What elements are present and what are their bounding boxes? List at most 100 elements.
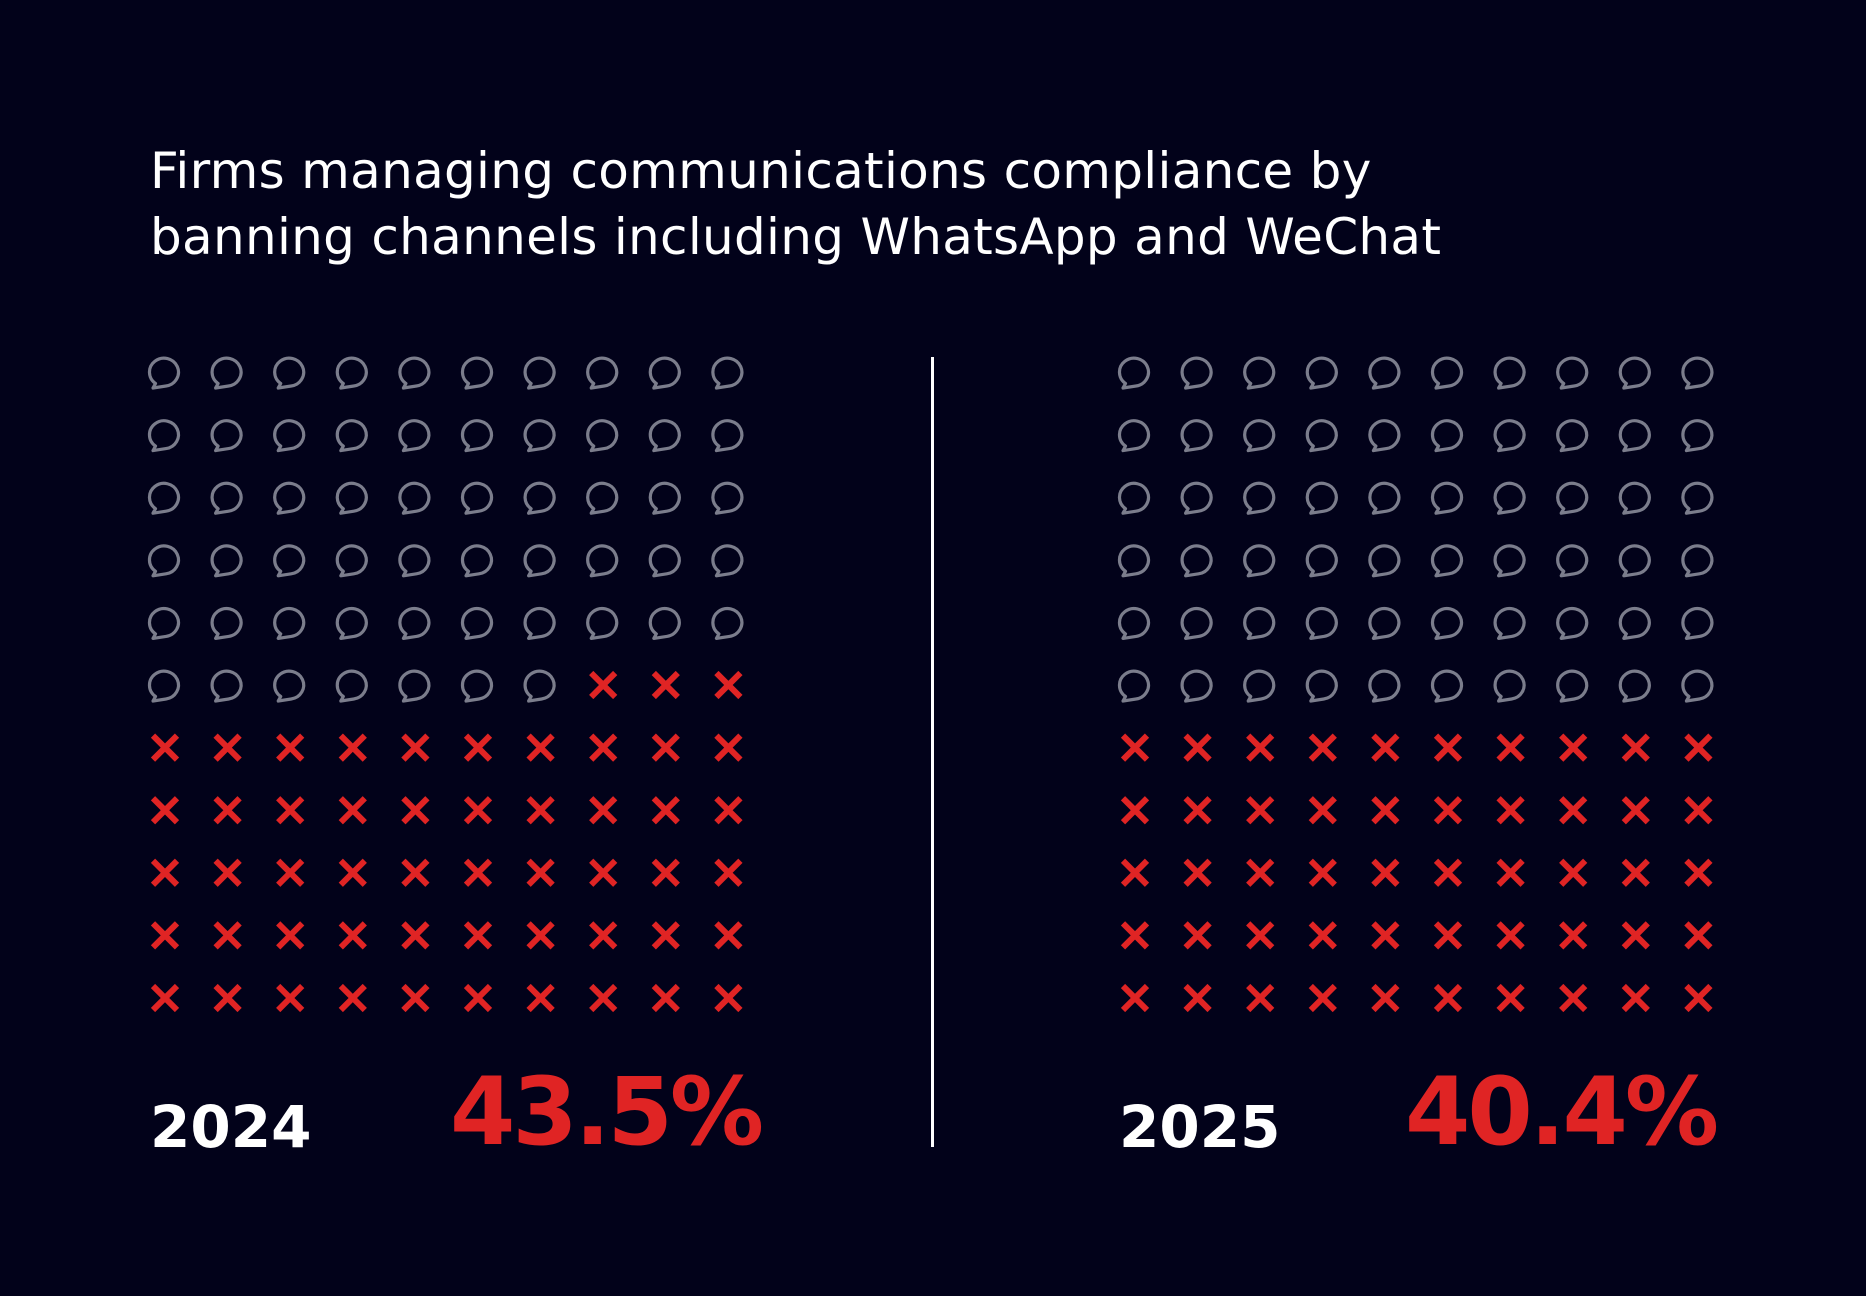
speech-bubble-icon <box>648 356 681 390</box>
cross-icon <box>1496 858 1525 887</box>
cross-icon <box>714 921 743 950</box>
cross-icon <box>463 858 493 887</box>
speech-bubble-icon <box>1493 419 1526 453</box>
cross-icon <box>213 858 242 887</box>
speech-bubble-icon <box>648 419 681 453</box>
cross-icon <box>1308 858 1337 887</box>
speech-bubble-icon <box>1430 544 1464 578</box>
cross-icon <box>401 733 430 762</box>
speech-bubble-icon <box>711 544 744 578</box>
speech-bubble-icon <box>1368 481 1401 515</box>
speech-bubble-icon <box>1117 669 1151 703</box>
cross-icon <box>276 983 305 1013</box>
cross-icon <box>1684 921 1713 950</box>
cross-icon <box>1433 733 1463 762</box>
speech-bubble-icon <box>1305 606 1338 640</box>
waffle-panel-2025 <box>1115 345 1735 1025</box>
speech-bubble-icon <box>523 544 556 578</box>
cross-icon <box>276 733 305 762</box>
waffle-grid-2025 <box>1117 356 1714 1013</box>
cross-icon <box>1621 796 1650 825</box>
speech-bubble-icon <box>1618 669 1651 703</box>
speech-bubble-icon <box>1430 669 1464 703</box>
cross-icon <box>1371 983 1400 1013</box>
speech-bubble-icon <box>711 481 744 515</box>
speech-bubble-icon <box>273 544 306 578</box>
cross-icon <box>651 670 680 700</box>
speech-bubble-icon <box>523 606 556 640</box>
cross-icon <box>1433 921 1463 950</box>
speech-bubble-icon <box>1305 669 1338 703</box>
speech-bubble-icon <box>1243 669 1276 703</box>
cross-icon <box>589 796 618 825</box>
speech-bubble-icon <box>586 481 619 515</box>
cross-icon <box>401 858 430 887</box>
speech-bubble-icon <box>335 669 368 703</box>
speech-bubble-icon <box>210 481 243 515</box>
cross-icon <box>1559 858 1588 887</box>
speech-bubble-icon <box>648 544 681 578</box>
speech-bubble-icon <box>1117 606 1151 640</box>
speech-bubble-icon <box>1556 544 1589 578</box>
cross-icon <box>1371 733 1400 762</box>
speech-bubble-icon <box>1618 419 1651 453</box>
cross-icon <box>1246 858 1275 887</box>
cross-icon <box>150 983 180 1013</box>
cross-icon <box>1684 733 1713 762</box>
cross-icon <box>1120 858 1150 887</box>
cross-icon <box>213 983 242 1013</box>
cross-icon <box>1246 921 1275 950</box>
cross-icon <box>463 983 493 1013</box>
cross-icon <box>589 670 618 700</box>
speech-bubble-icon <box>460 606 494 640</box>
cross-icon <box>338 733 367 762</box>
speech-bubble-icon <box>1681 481 1714 515</box>
cross-icon <box>1559 733 1588 762</box>
cross-icon <box>1308 983 1337 1013</box>
cross-icon <box>1433 858 1463 887</box>
cross-icon <box>714 796 743 825</box>
cross-icon <box>1496 921 1525 950</box>
cross-icon <box>589 733 618 762</box>
cross-icon <box>1684 858 1713 887</box>
speech-bubble-icon <box>147 481 181 515</box>
chart-title-line-1: Firms managing communications compliance… <box>150 142 1372 200</box>
cross-icon <box>276 921 305 950</box>
speech-bubble-icon <box>1117 419 1151 453</box>
cross-icon <box>1621 983 1650 1013</box>
cross-icon <box>1684 983 1713 1013</box>
cross-icon <box>526 733 555 762</box>
cross-icon <box>1621 858 1650 887</box>
cross-icon <box>526 858 555 887</box>
speech-bubble-icon <box>1618 544 1651 578</box>
speech-bubble-icon <box>210 419 243 453</box>
speech-bubble-icon <box>1180 544 1213 578</box>
speech-bubble-icon <box>1243 544 1276 578</box>
year-label-2025: 2025 <box>1119 1093 1281 1161</box>
cross-icon <box>1621 733 1650 762</box>
cross-icon <box>1371 796 1400 825</box>
speech-bubble-icon <box>1493 669 1526 703</box>
cross-icon <box>526 983 555 1013</box>
cross-icon <box>1183 983 1212 1013</box>
speech-bubble-icon <box>1681 606 1714 640</box>
speech-bubble-icon <box>1556 481 1589 515</box>
speech-bubble-icon <box>1180 606 1213 640</box>
speech-bubble-icon <box>523 481 556 515</box>
cross-icon <box>1684 796 1713 825</box>
chart-title-line-2: banning channels including WhatsApp and … <box>150 208 1442 266</box>
speech-bubble-icon <box>523 419 556 453</box>
cross-icon <box>401 796 430 825</box>
cross-icon <box>1308 921 1337 950</box>
cross-icon <box>589 983 618 1013</box>
cross-icon <box>338 921 367 950</box>
speech-bubble-icon <box>523 669 556 703</box>
speech-bubble-icon <box>1430 481 1464 515</box>
speech-bubble-icon <box>147 356 181 390</box>
speech-bubble-icon <box>1681 669 1714 703</box>
speech-bubble-icon <box>1305 356 1338 390</box>
cross-icon <box>1120 733 1150 762</box>
speech-bubble-icon <box>460 356 494 390</box>
chart-title: Firms managing communications compliance… <box>150 138 1750 270</box>
speech-bubble-icon <box>711 606 744 640</box>
